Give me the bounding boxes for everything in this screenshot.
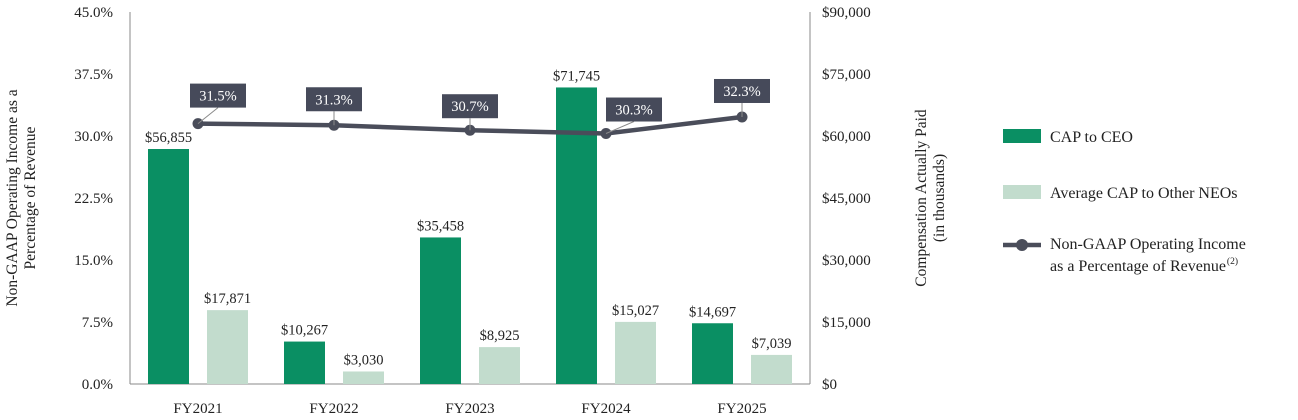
left-tick-label: 45.0% bbox=[74, 5, 113, 21]
line-value-callout bbox=[190, 83, 246, 108]
legend-label-line-2: as a Percentage of Revenue bbox=[1050, 258, 1226, 275]
line-value-callout bbox=[306, 87, 362, 112]
line-value-label: 30.3% bbox=[615, 103, 652, 119]
bar-cap-ceo bbox=[420, 237, 461, 384]
bar-value-label: $35,458 bbox=[417, 218, 464, 234]
legend-label-line-1: Non-GAAP Operating Income bbox=[1050, 236, 1246, 253]
right-tick-label: $15,000 bbox=[822, 315, 871, 331]
line-value-callout bbox=[606, 97, 662, 122]
x-tick-label: FY2021 bbox=[173, 401, 222, 417]
bar-cap-ceo bbox=[692, 323, 733, 384]
legend-swatch-cap-ceo bbox=[1003, 129, 1041, 143]
bar-cap-neos bbox=[479, 347, 520, 384]
line-value-label: 30.7% bbox=[451, 99, 488, 115]
bar-cap-ceo bbox=[148, 148, 189, 384]
right-tick-label: $60,000 bbox=[822, 129, 871, 145]
line-point bbox=[192, 118, 204, 130]
bar-cap-neos bbox=[207, 310, 248, 384]
left-tick-label: 15.0% bbox=[74, 253, 113, 269]
x-tick-label: FY2025 bbox=[717, 401, 766, 417]
left-tick-label: 30.0% bbox=[74, 129, 113, 145]
bar-cap-ceo bbox=[284, 341, 325, 384]
right-axis-title: Compensation Actually Paid(in thousands) bbox=[913, 109, 948, 287]
x-tick-label: FY2022 bbox=[309, 401, 358, 417]
axes: 0.0% 7.5% 15.0% 22.5% 30.0% 37.5% 45.0% $0 $15,0… bbox=[4, 5, 948, 417]
line-value-label: 32.3% bbox=[723, 84, 760, 100]
bars bbox=[148, 87, 792, 384]
line-value-label: 31.3% bbox=[315, 92, 352, 108]
left-axis-title: Non-GAAP Operating Income as aPercentage… bbox=[4, 89, 39, 306]
legend-label-footnote-sup: (2) bbox=[1227, 256, 1238, 267]
right-tick-label: $45,000 bbox=[822, 191, 871, 207]
left-tick-label: 37.5% bbox=[74, 67, 113, 83]
legend: CAP to CEO Average CAP to Other NEOs Non-G… bbox=[1003, 129, 1246, 275]
bar-cap-ceo bbox=[556, 87, 597, 384]
callout-leader bbox=[197, 107, 219, 124]
left-tick-label: 7.5% bbox=[82, 315, 113, 331]
bar-value-label: $14,697 bbox=[689, 304, 736, 320]
line-value-callout bbox=[714, 78, 770, 103]
left-axis-title-line2: Percentage of Revenue bbox=[22, 126, 39, 269]
bar-value-label: $8,925 bbox=[480, 328, 520, 344]
legend-label-cap-neos: Average CAP to Other NEOs bbox=[1050, 185, 1238, 202]
right-tick-label: $0 bbox=[822, 377, 837, 393]
left-tick-label: 22.5% bbox=[74, 191, 113, 207]
legend-swatch-cap-neos bbox=[1003, 185, 1041, 199]
line-value-label: 31.5% bbox=[199, 89, 236, 105]
line-value-callout bbox=[442, 94, 498, 119]
bar-value-label: $15,027 bbox=[612, 303, 659, 319]
callout-leader bbox=[605, 121, 635, 134]
right-axis-title-line1: Compensation Actually Paid bbox=[913, 109, 930, 287]
bar-cap-neos bbox=[751, 354, 792, 384]
left-axis-title-line1: Non-GAAP Operating Income as a bbox=[4, 89, 21, 306]
right-tick-label: $30,000 bbox=[822, 253, 871, 269]
x-tick-label: FY2024 bbox=[581, 401, 631, 417]
bar-cap-neos bbox=[615, 321, 656, 384]
left-tick-label: 0.0% bbox=[82, 377, 113, 393]
legend-swatch-line-marker bbox=[1016, 239, 1028, 251]
right-tick-label: $90,000 bbox=[822, 5, 871, 21]
bar-value-label: $3,030 bbox=[344, 352, 384, 368]
legend-label-cap-ceo: CAP to CEO bbox=[1050, 129, 1133, 146]
data-labels: $56,855 $17,871 $10,267 $3,030 $35,458 $8,925… bbox=[145, 68, 792, 368]
bar-cap-neos bbox=[343, 371, 384, 384]
right-axis-title-line2: (in thousands) bbox=[931, 154, 948, 242]
bar-value-label: $56,855 bbox=[145, 130, 192, 146]
bar-value-label: $10,267 bbox=[281, 323, 328, 339]
right-tick-label: $75,000 bbox=[822, 67, 871, 83]
x-tick-label: FY2023 bbox=[445, 401, 494, 417]
bar-value-label: $71,745 bbox=[553, 68, 600, 84]
bar-value-label: $7,039 bbox=[752, 336, 792, 352]
bar-value-label: $17,871 bbox=[204, 291, 251, 307]
